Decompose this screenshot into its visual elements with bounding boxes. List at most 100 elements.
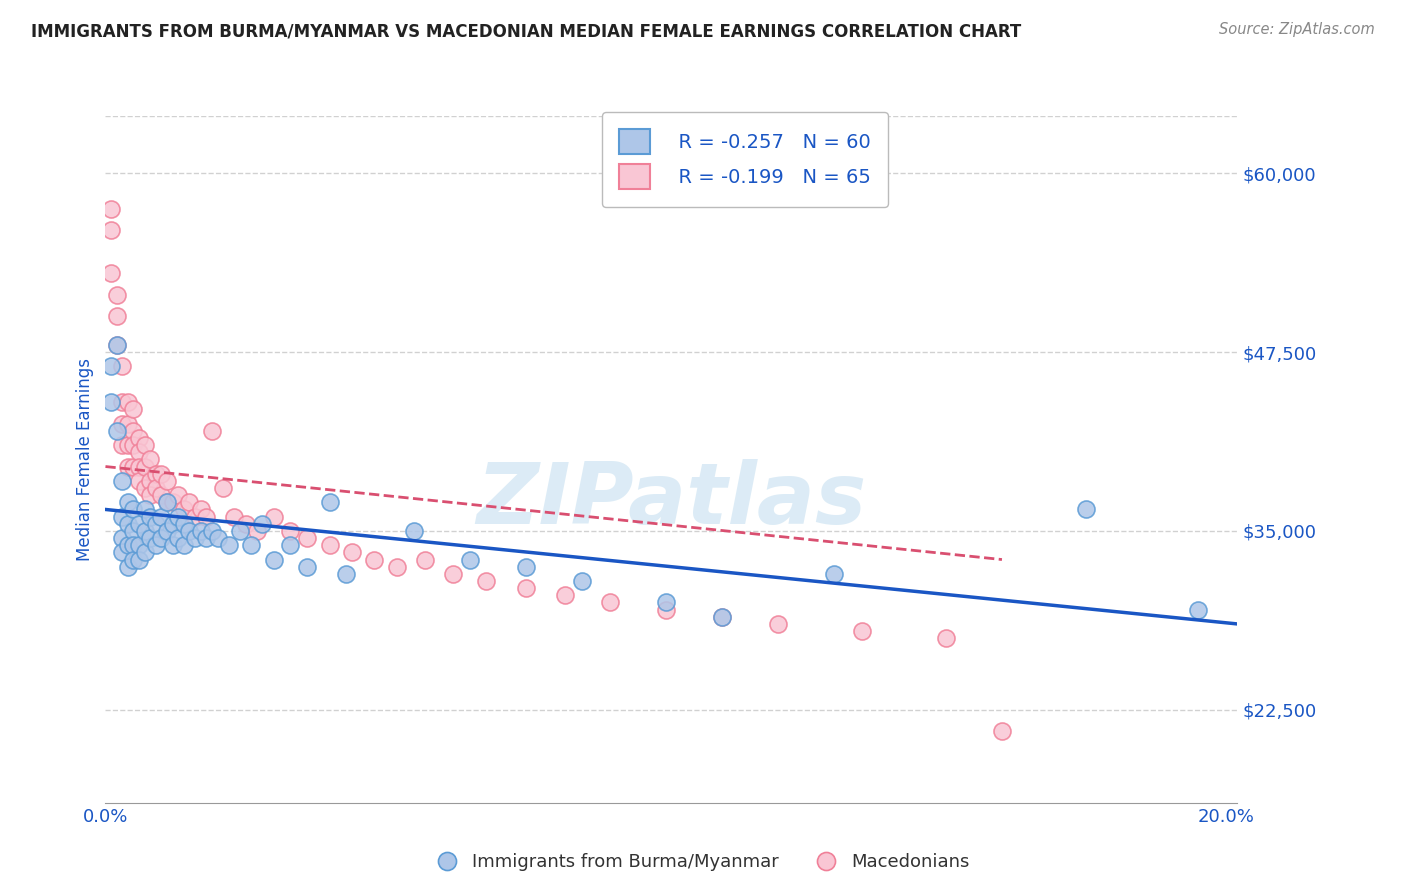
Point bbox=[134, 481, 156, 495]
Point bbox=[402, 524, 425, 538]
Point bbox=[145, 516, 167, 531]
Point bbox=[441, 566, 464, 581]
Point bbox=[156, 474, 179, 488]
Point bbox=[128, 516, 150, 531]
Point bbox=[766, 616, 789, 631]
Point bbox=[105, 424, 128, 438]
Point bbox=[128, 474, 150, 488]
Point bbox=[117, 559, 139, 574]
Point bbox=[991, 724, 1014, 739]
Point bbox=[128, 431, 150, 445]
Point bbox=[122, 552, 145, 566]
Point bbox=[105, 338, 128, 352]
Point bbox=[122, 524, 145, 538]
Text: IMMIGRANTS FROM BURMA/MYANMAR VS MACEDONIAN MEDIAN FEMALE EARNINGS CORRELATION C: IMMIGRANTS FROM BURMA/MYANMAR VS MACEDON… bbox=[31, 22, 1021, 40]
Point bbox=[212, 481, 235, 495]
Point bbox=[128, 445, 150, 459]
Point bbox=[134, 524, 156, 538]
Point bbox=[195, 531, 218, 545]
Point bbox=[173, 502, 195, 516]
Point bbox=[280, 538, 302, 552]
Point bbox=[179, 524, 201, 538]
Point bbox=[201, 424, 224, 438]
Point bbox=[111, 509, 134, 524]
Point bbox=[935, 632, 957, 646]
Point bbox=[599, 595, 621, 609]
Point bbox=[117, 459, 139, 474]
Point bbox=[139, 509, 162, 524]
Point bbox=[122, 424, 145, 438]
Point bbox=[139, 488, 162, 502]
Point bbox=[134, 545, 156, 559]
Point bbox=[710, 609, 733, 624]
Point bbox=[263, 552, 285, 566]
Point bbox=[190, 502, 212, 516]
Point bbox=[295, 559, 318, 574]
Point bbox=[117, 395, 139, 409]
Point bbox=[195, 509, 218, 524]
Point bbox=[111, 474, 134, 488]
Point bbox=[128, 459, 150, 474]
Legend: Immigrants from Burma/Myanmar, Macedonians: Immigrants from Burma/Myanmar, Macedonia… bbox=[429, 847, 977, 879]
Point bbox=[105, 288, 128, 302]
Point bbox=[340, 545, 363, 559]
Point bbox=[173, 538, 195, 552]
Point bbox=[190, 524, 212, 538]
Point bbox=[240, 538, 263, 552]
Point bbox=[162, 538, 184, 552]
Point bbox=[173, 516, 195, 531]
Point bbox=[224, 509, 246, 524]
Point bbox=[150, 488, 173, 502]
Point bbox=[117, 538, 139, 552]
Point bbox=[385, 559, 408, 574]
Point bbox=[167, 488, 190, 502]
Point bbox=[117, 438, 139, 452]
Point bbox=[100, 359, 122, 374]
Point bbox=[122, 502, 145, 516]
Point bbox=[105, 338, 128, 352]
Point bbox=[167, 509, 190, 524]
Text: Source: ZipAtlas.com: Source: ZipAtlas.com bbox=[1219, 22, 1375, 37]
Point bbox=[117, 495, 139, 509]
Point bbox=[111, 359, 134, 374]
Point bbox=[122, 402, 145, 417]
Point bbox=[111, 531, 134, 545]
Point bbox=[100, 202, 122, 216]
Point bbox=[134, 459, 156, 474]
Point bbox=[571, 574, 593, 588]
Point bbox=[235, 516, 257, 531]
Point bbox=[184, 509, 207, 524]
Point bbox=[280, 524, 302, 538]
Point bbox=[162, 495, 184, 509]
Point bbox=[122, 459, 145, 474]
Point bbox=[207, 531, 229, 545]
Point bbox=[295, 531, 318, 545]
Point bbox=[100, 266, 122, 280]
Point bbox=[413, 552, 436, 566]
Point bbox=[655, 602, 678, 616]
Point bbox=[475, 574, 498, 588]
Point bbox=[117, 516, 139, 531]
Point bbox=[139, 531, 162, 545]
Point bbox=[145, 467, 167, 481]
Point bbox=[139, 452, 162, 467]
Point bbox=[100, 395, 122, 409]
Point bbox=[105, 310, 128, 324]
Point bbox=[111, 417, 134, 431]
Point bbox=[145, 538, 167, 552]
Point bbox=[150, 509, 173, 524]
Point bbox=[111, 395, 134, 409]
Point bbox=[363, 552, 385, 566]
Point bbox=[122, 538, 145, 552]
Legend:   R = -0.257   N = 60,   R = -0.199   N = 65: R = -0.257 N = 60, R = -0.199 N = 65 bbox=[602, 112, 889, 207]
Point bbox=[111, 545, 134, 559]
Point bbox=[145, 481, 167, 495]
Point bbox=[515, 581, 537, 595]
Point bbox=[655, 595, 678, 609]
Point bbox=[710, 609, 733, 624]
Text: ZIPatlas: ZIPatlas bbox=[477, 459, 866, 542]
Point bbox=[318, 538, 340, 552]
Point bbox=[458, 552, 481, 566]
Point bbox=[162, 516, 184, 531]
Point bbox=[335, 566, 357, 581]
